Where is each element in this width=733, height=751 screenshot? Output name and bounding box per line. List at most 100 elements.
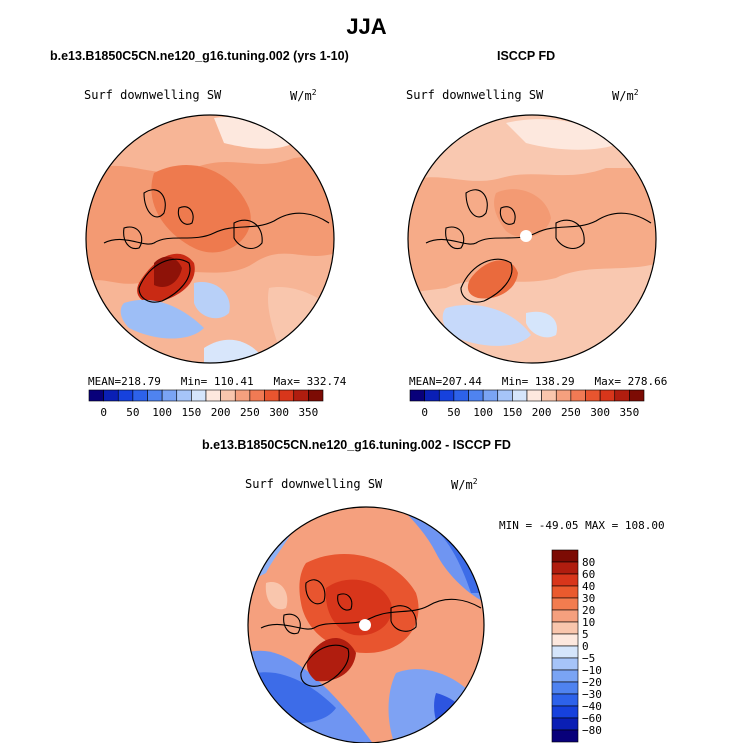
colorbar-box bbox=[551, 657, 579, 671]
colorbar-box bbox=[551, 549, 579, 563]
colorbar-tick-label: 150 bbox=[502, 406, 522, 419]
colorbar-tick-label: 250 bbox=[240, 406, 260, 419]
obs-panel-title: ISCCP FD bbox=[497, 49, 556, 63]
colorbar-tick-label: 0 bbox=[582, 640, 589, 653]
difference-pole-hole bbox=[359, 619, 371, 631]
colorbar-tick-label: 300 bbox=[269, 406, 289, 419]
obs-field-region bbox=[494, 189, 551, 238]
difference-panel-title: b.e13.B1850C5CN.ne120_g16.tuning.002 - I… bbox=[202, 438, 511, 452]
colorbar-box bbox=[551, 705, 579, 719]
colorbar-tick-label: 300 bbox=[590, 406, 610, 419]
obs-low-region bbox=[526, 311, 557, 338]
colorbar-box bbox=[614, 389, 630, 402]
model-coastline bbox=[123, 189, 263, 250]
colorbar-tick-label: 350 bbox=[298, 406, 318, 419]
model-polar-map bbox=[85, 114, 335, 364]
model-field-region bbox=[151, 165, 251, 253]
colorbar-box bbox=[599, 389, 616, 402]
colorbar-box bbox=[551, 585, 579, 599]
colorbar-box bbox=[497, 389, 513, 402]
colorbar-tick-label: 30 bbox=[582, 592, 595, 605]
colorbar-box bbox=[551, 609, 579, 623]
obs-pole-hole bbox=[520, 230, 532, 242]
colorbar-tick-label: 10 bbox=[582, 616, 595, 629]
colorbar-tick-label: 350 bbox=[619, 406, 639, 419]
colorbar-box bbox=[551, 633, 579, 647]
colorbar-tick-label: −10 bbox=[582, 664, 602, 677]
obs-field-region bbox=[506, 119, 621, 150]
colorbar-tick-label: 200 bbox=[211, 406, 231, 419]
model-colorbar: 0 50 100 150 200 250 300 350 bbox=[88, 389, 324, 419]
difference-minmax: MIN = -49.05 MAX = 108.00 bbox=[499, 519, 665, 532]
obs-stats: MEAN=207.44 Min= 138.29 Max= 278.66 bbox=[409, 375, 668, 388]
model-field-region bbox=[268, 287, 334, 363]
colorbar-box bbox=[234, 389, 251, 402]
model-units-label: W/m2 bbox=[290, 88, 317, 103]
obs-coastline bbox=[425, 212, 652, 245]
model-stats: MEAN=218.79 Min= 110.41 Max= 332.74 bbox=[88, 375, 347, 388]
colorbar-box bbox=[117, 389, 134, 402]
colorbar-tick-label: −30 bbox=[582, 688, 602, 701]
colorbar-box bbox=[438, 389, 455, 402]
colorbar-box bbox=[551, 717, 579, 731]
colorbar-tick-label: 40 bbox=[582, 580, 595, 593]
colorbar-box bbox=[629, 389, 645, 402]
model-map-border bbox=[85, 114, 335, 364]
colorbar-tick-label: 50 bbox=[126, 406, 139, 419]
model-panel-title: b.e13.B1850C5CN.ne120_g16.tuning.002 (yr… bbox=[50, 49, 349, 63]
colorbar-box bbox=[526, 389, 542, 402]
colorbar-tick-label: 60 bbox=[582, 568, 595, 581]
difference-units-label: W/m2 bbox=[451, 477, 478, 492]
obs-variable-label: Surf downwelling SW bbox=[406, 88, 544, 102]
colorbar-box bbox=[147, 389, 163, 402]
obs-polar-map bbox=[407, 114, 657, 364]
colorbar-box bbox=[551, 693, 579, 707]
difference-variable-label: Surf downwelling SW bbox=[245, 477, 383, 491]
colorbar-box bbox=[278, 389, 295, 402]
colorbar-box bbox=[468, 389, 484, 402]
colorbar-box bbox=[551, 573, 579, 587]
colorbar-tick-label: 200 bbox=[532, 406, 552, 419]
obs-colorbar: 0 50 100 150 200 250 300 350 bbox=[409, 389, 645, 419]
difference-field-region bbox=[265, 582, 288, 610]
model-low-region bbox=[194, 282, 230, 319]
colorbar-box bbox=[551, 729, 579, 743]
obs-low-region bbox=[442, 304, 531, 346]
model-field-region bbox=[154, 256, 182, 288]
colorbar-box bbox=[541, 389, 557, 402]
colorbar-box bbox=[88, 389, 104, 402]
colorbar-box bbox=[453, 389, 469, 402]
colorbar-box bbox=[132, 389, 148, 402]
model-variable-label: Surf downwelling SW bbox=[84, 88, 222, 102]
colorbar-tick-label: −40 bbox=[582, 700, 602, 713]
colorbar-box bbox=[585, 389, 601, 402]
colorbar-tick-label: 100 bbox=[152, 406, 172, 419]
colorbar-box bbox=[482, 389, 499, 402]
colorbar-tick-label: 50 bbox=[447, 406, 460, 419]
colorbar-box bbox=[512, 389, 528, 402]
colorbar-box bbox=[293, 389, 309, 402]
colorbar-box bbox=[409, 389, 425, 402]
colorbar-tick-label: −20 bbox=[582, 676, 602, 689]
colorbar-box bbox=[264, 389, 280, 402]
model-coastline bbox=[103, 212, 330, 245]
colorbar-tick-label: 20 bbox=[582, 604, 595, 617]
colorbar-box bbox=[205, 389, 221, 402]
difference-coastline bbox=[260, 598, 482, 630]
colorbar-box bbox=[555, 389, 572, 402]
figure-title: JJA bbox=[346, 14, 387, 39]
obs-units-label: W/m2 bbox=[612, 88, 639, 103]
colorbar-box bbox=[220, 389, 236, 402]
difference-coastline bbox=[300, 644, 350, 687]
colorbar-tick-label: −5 bbox=[582, 652, 595, 665]
colorbar-box bbox=[551, 561, 579, 575]
difference-map-border bbox=[247, 506, 485, 743]
obs-coastline bbox=[445, 189, 585, 250]
obs-greenland-region bbox=[467, 260, 518, 299]
difference-polar-map bbox=[247, 506, 485, 743]
colorbar-tick-label: 250 bbox=[561, 406, 581, 419]
colorbar-box bbox=[551, 681, 579, 695]
colorbar-box bbox=[161, 389, 178, 402]
model-low-region bbox=[120, 299, 204, 339]
